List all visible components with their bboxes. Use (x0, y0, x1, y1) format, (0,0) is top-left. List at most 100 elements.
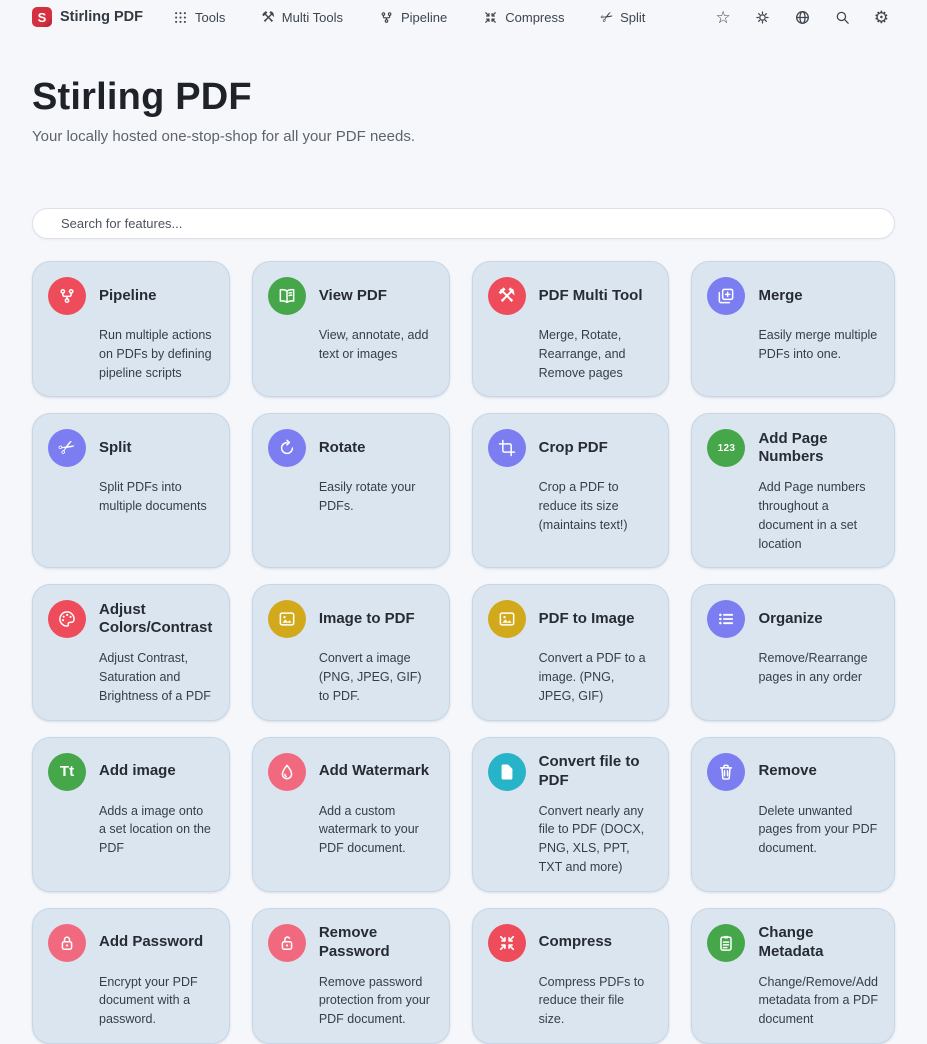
card-description: Merge, Rotate, Rearrange, and Remove pag… (538, 328, 626, 380)
nav-link-label: Multi Tools (281, 9, 343, 25)
feature-card-add-page-numbers[interactable]: 123 Add Page Numbers Add Page numbers th… (691, 413, 895, 569)
page-title: Stirling PDF (32, 76, 252, 118)
card-title: Add Page Numbers (758, 429, 828, 466)
nav-link-label: Pipeline (400, 9, 448, 25)
feature-card-add-image[interactable]: Tt Add image Adds a image onto a set loc… (32, 736, 230, 892)
card-title: Remove (758, 762, 817, 780)
card-title: Remove Password (318, 923, 390, 960)
card-title: Change Metadata (758, 923, 824, 960)
card-description: Split PDFs into multiple documents (99, 480, 207, 513)
card-description: Convert a image (PNG, JPEG, GIF) to PDF. (318, 651, 422, 703)
feature-card-add-watermark[interactable]: Add Watermark Add a custom watermark to … (251, 736, 450, 892)
nav-link-compress[interactable]: Compress (483, 10, 565, 25)
nav-links: Tools ⚒ Multi Tools Pipeline Compress ✂ Split (173, 6, 646, 28)
card-description: Compress PDFs to reduce their file size. (538, 974, 645, 1027)
card-description: Adds a image onto a set location on the … (99, 803, 211, 856)
book-open-icon (267, 277, 306, 315)
card-title: Add Password (99, 933, 204, 951)
feature-card-pdf-to-image[interactable]: PDF to Image Convert a PDF to a image. (… (471, 584, 670, 721)
palette-icon (48, 600, 86, 639)
feature-card-crop-pdf[interactable]: Crop PDF Crop a PDF to reduce its size (… (471, 413, 670, 569)
card-description: Convert nearly any file to PDF (DOCX, PN… (538, 803, 645, 874)
add-photos-icon (707, 277, 746, 315)
card-title: Split (99, 438, 132, 456)
image-icon (267, 600, 306, 639)
search-input[interactable] (61, 216, 877, 231)
card-description: Delete unwanted pages from your PDF docu… (758, 803, 878, 856)
feature-card-organize[interactable]: Organize Remove/Rearrange pages in any o… (691, 584, 895, 721)
nav-link-label: Tools (194, 9, 226, 25)
hammer-wrench-icon: ⚒ (487, 277, 526, 315)
sun-icon[interactable] (754, 9, 771, 26)
feature-card-remove-password[interactable]: Remove Password Remove password protecti… (251, 907, 450, 1044)
rotate-icon (267, 429, 306, 468)
list-bullets-icon (707, 600, 746, 639)
card-title: Merge (758, 286, 803, 304)
card-title: View PDF (318, 286, 387, 304)
card-title: Organize (758, 609, 823, 627)
card-title: PDF Multi Tool (538, 286, 643, 304)
card-title: Rotate (318, 438, 366, 456)
card-title: Image to PDF (318, 609, 415, 627)
features-grid: Pipeline Run multiple actions on PDFs by… (32, 261, 895, 1044)
card-description: Crop a PDF to reduce its size (maintains… (538, 480, 628, 532)
card-title: Pipeline (99, 286, 157, 304)
feature-card-pdf-multi-tool[interactable]: ⚒ PDF Multi Tool Merge, Rotate, Rearrang… (471, 261, 670, 398)
feature-card-change-metadata[interactable]: Change Metadata Change/Remove/Add metada… (691, 907, 895, 1044)
feature-card-rotate[interactable]: Rotate Easily rotate your PDFs. (251, 413, 450, 569)
feature-card-remove[interactable]: Remove Delete unwanted pages from your P… (691, 736, 895, 892)
card-description: Add Page numbers throughout a document i… (758, 480, 866, 551)
feature-card-convert-file-to-pdf[interactable]: Convert file to PDF Convert nearly any f… (471, 736, 670, 892)
brand[interactable]: S Stirling PDF (32, 7, 143, 27)
card-title: Add image (99, 762, 176, 780)
file-icon (487, 752, 526, 791)
card-description: Remove password protection from your PDF… (318, 974, 430, 1027)
text-Tt-icon: Tt (48, 752, 86, 791)
nav-link-label: Split (620, 9, 646, 25)
star-icon[interactable]: ☆ (715, 7, 731, 27)
feature-search-bar (32, 208, 895, 239)
card-title: Crop PDF (538, 438, 608, 456)
feature-card-pipeline[interactable]: Pipeline Run multiple actions on PDFs by… (32, 261, 230, 398)
card-title: Convert file to PDF (538, 752, 640, 789)
feature-card-split[interactable]: ✂ Split Split PDFs into multiple documen… (32, 413, 230, 569)
card-description: Run multiple actions on PDFs by defining… (99, 328, 212, 380)
card-description: Remove/Rearrange pages in any order (758, 651, 868, 684)
card-title: Add Watermark (318, 762, 430, 780)
card-title: Compress (538, 933, 612, 951)
compress-icon (487, 923, 526, 962)
card-description: View, annotate, add text or images (318, 328, 429, 361)
nav-link-split[interactable]: ✂ Split (597, 6, 646, 28)
feature-card-adjust-colors-contrast[interactable]: Adjust Colors/Contrast Adjust Contrast, … (32, 584, 230, 721)
brand-name: Stirling PDF (60, 9, 143, 25)
feature-card-compress[interactable]: Compress Compress PDFs to reduce their f… (471, 907, 670, 1044)
crop-icon (487, 429, 526, 468)
nav-actions: ☆ ⚙ (716, 9, 890, 26)
feature-card-merge[interactable]: Merge Easily merge multiple PDFs into on… (691, 261, 895, 398)
nav-link-tools[interactable]: Tools (173, 10, 225, 25)
card-description: Add a custom watermark to your PDF docum… (318, 803, 419, 856)
grid-dots-icon (173, 10, 188, 25)
pipeline-icon (48, 277, 86, 315)
unlock-icon (267, 923, 306, 962)
scissors-icon: ✂ (597, 6, 617, 28)
nav-link-pipeline[interactable]: Pipeline (379, 10, 447, 25)
stirling-logo-icon: S (32, 7, 52, 27)
feature-card-view-pdf[interactable]: View PDF View, annotate, add text or ima… (251, 261, 450, 398)
card-description: Convert a PDF to a image. (PNG, JPEG, GI… (538, 651, 646, 703)
card-description: Encrypt your PDF document with a passwor… (99, 974, 198, 1027)
card-description: Change/Remove/Add metadata from a PDF do… (758, 974, 878, 1027)
globe-icon[interactable] (794, 9, 811, 26)
clipboard-icon (707, 923, 746, 962)
feature-card-add-password[interactable]: Add Password Encrypt your PDF document w… (32, 907, 230, 1044)
card-title: PDF to Image (538, 609, 635, 627)
feature-card-image-to-pdf[interactable]: Image to PDF Convert a image (PNG, JPEG,… (251, 584, 450, 721)
numbers-123-icon: 123 (707, 429, 746, 468)
gear-icon[interactable]: ⚙ (873, 7, 889, 27)
search-icon[interactable] (834, 9, 851, 26)
card-description: Easily merge multiple PDFs into one. (758, 328, 878, 361)
pipeline-icon (379, 10, 394, 25)
card-description: Easily rotate your PDFs. (318, 480, 416, 513)
nav-link-multi-tools[interactable]: ⚒ Multi Tools (261, 10, 343, 25)
droplet-icon (267, 752, 306, 791)
